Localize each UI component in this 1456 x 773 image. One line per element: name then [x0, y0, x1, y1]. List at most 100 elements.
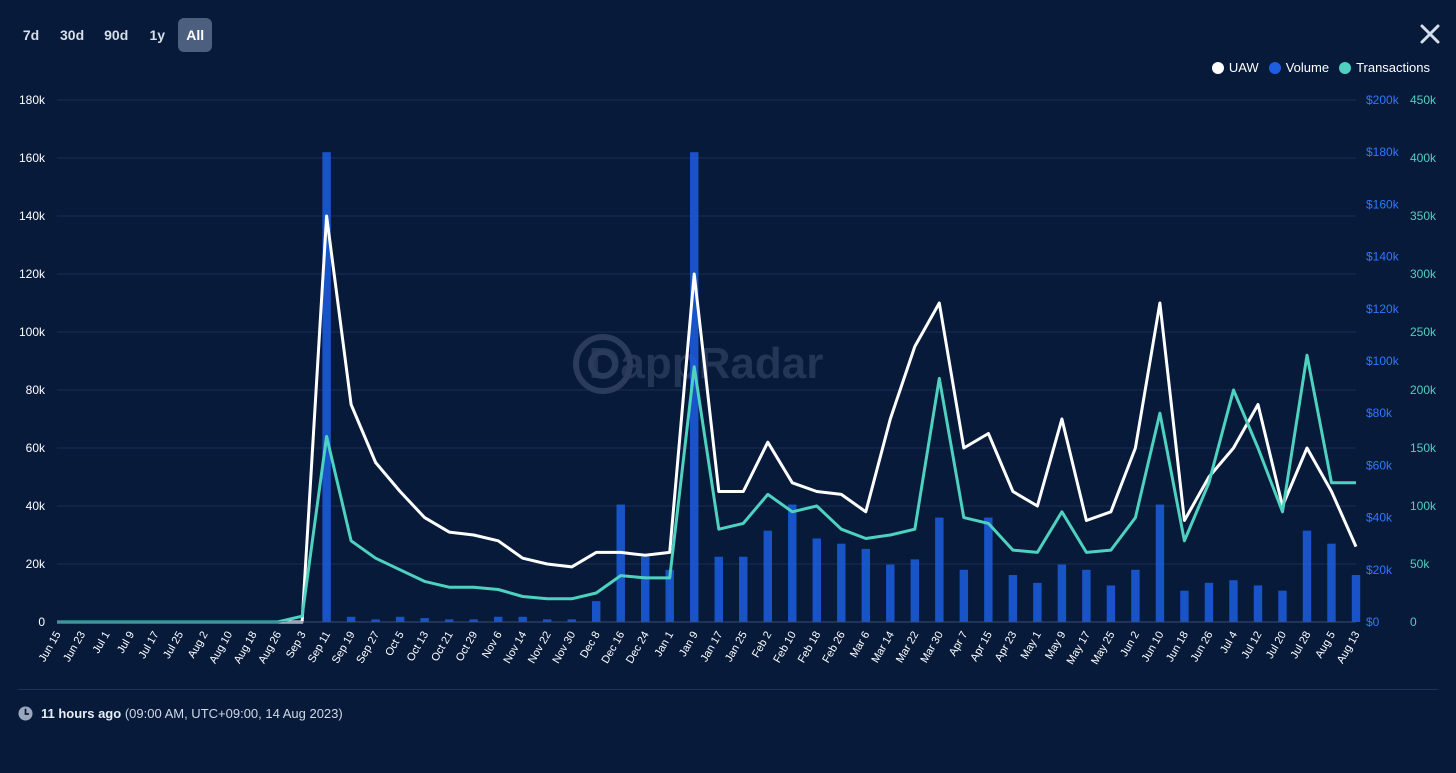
range-tab-7d[interactable]: 7d — [22, 27, 40, 43]
y-left-tick: 160k — [19, 151, 46, 165]
volume-bar — [788, 504, 797, 622]
x-tick-label: Feb 2 — [750, 630, 774, 660]
x-tick-label: Aug 26 — [256, 630, 284, 666]
volume-bar — [420, 618, 429, 622]
volume-bar — [690, 152, 699, 622]
x-tick-label: Feb 18 — [796, 630, 824, 666]
legend-item-transactions[interactable]: Transactions — [1339, 60, 1430, 75]
x-tick-label: Dec 24 — [624, 630, 652, 666]
y-right-volume-tick: $100k — [1366, 354, 1400, 368]
x-tick-label: Jun 15 — [37, 630, 64, 665]
volume-bar — [591, 601, 601, 622]
x-tick-label: Jun 23 — [61, 630, 88, 665]
y-right-volume-tick: $160k — [1366, 197, 1400, 211]
x-tick-label: Mar 14 — [869, 630, 897, 666]
volume-bar — [1204, 582, 1214, 622]
volume-bar — [959, 569, 969, 622]
y-left-tick: 40k — [26, 499, 46, 513]
y-left-tick: 20k — [26, 557, 46, 571]
volume-bar — [641, 556, 650, 622]
legend-label-transactions: Transactions — [1356, 60, 1430, 75]
volume-bar — [1180, 590, 1189, 622]
y-left-tick: 140k — [19, 209, 46, 223]
volume-bar — [1351, 575, 1361, 622]
volume-bar — [371, 619, 380, 622]
volume-bar — [935, 517, 944, 622]
volume-bar — [1327, 543, 1336, 622]
range-tab-all[interactable]: All — [178, 18, 213, 52]
x-tick-label: Mar 30 — [918, 630, 946, 666]
y-right-transactions-tick: 300k — [1410, 267, 1437, 281]
y-right-transactions-tick: 250k — [1410, 325, 1437, 339]
volume-bar — [837, 543, 846, 622]
volume-bar — [1082, 569, 1091, 622]
x-tick-label: Jul 28 — [1289, 630, 1314, 661]
range-tabs: 7d 30d 90d 1y All — [14, 18, 213, 52]
volume-bar — [444, 619, 454, 622]
x-tick-label: Jan 1 — [652, 630, 676, 659]
legend-item-uaw[interactable]: UAW — [1211, 60, 1259, 75]
y-right-volume-tick: $80k — [1366, 406, 1393, 420]
volume-bar — [886, 564, 895, 622]
range-tab-90d[interactable]: 90d — [104, 27, 129, 43]
range-tab-1y[interactable]: 1y — [149, 27, 166, 43]
y-right-volume-tick: $200k — [1366, 93, 1400, 107]
volume-bar — [714, 556, 723, 622]
y-left-tick: 100k — [19, 325, 46, 339]
y-right-transactions-tick: 350k — [1410, 209, 1437, 223]
x-tick-label: May 1 — [1019, 630, 1044, 662]
volume-bar — [1106, 585, 1116, 622]
volume-bar — [469, 619, 478, 622]
volume-bar — [665, 569, 674, 622]
volume-bar — [395, 616, 405, 622]
y-right-transactions-tick: 50k — [1410, 557, 1430, 571]
chart-legend: UAW Volume Transactions — [1211, 60, 1430, 75]
volume-bar — [567, 619, 576, 622]
y-right-volume-tick: $40k — [1366, 511, 1393, 525]
y-right-transactions-tick: 150k — [1410, 441, 1437, 455]
x-tick-label: Apr 23 — [993, 630, 1020, 664]
x-tick-label: Oct 13 — [405, 630, 432, 664]
y-right-volume-tick: $140k — [1366, 250, 1400, 264]
footer-divider — [18, 689, 1438, 690]
x-tick-label: Feb 26 — [820, 630, 848, 666]
volume-bar — [616, 504, 625, 622]
y-right-transactions-tick: 100k — [1410, 499, 1437, 513]
y-left-tick: 60k — [26, 441, 46, 455]
x-tick-label: Jul 4 — [1218, 630, 1240, 656]
x-tick-label: Aug 13 — [1335, 630, 1363, 666]
last-updated-absolute: (09:00 AM, UTC+09:00, 14 Aug 2023) — [124, 706, 343, 721]
x-tick-label: Oct 29 — [454, 630, 481, 664]
y-right-volume-tick: $0 — [1366, 615, 1380, 629]
y-left-tick: 0 — [38, 615, 45, 629]
y-right-volume-tick: $120k — [1366, 302, 1400, 316]
volume-bar — [322, 152, 331, 622]
x-tick-label: Aug 2 — [186, 630, 211, 661]
volume-bar — [984, 517, 993, 622]
volume-bar — [542, 619, 552, 622]
x-tick-label: Jun 26 — [1189, 630, 1216, 665]
x-tick-label: Nov 6 — [480, 630, 505, 661]
y-right-volume-tick: $20k — [1366, 563, 1393, 577]
volume-bar — [1302, 530, 1312, 622]
legend-dot-volume — [1268, 61, 1281, 74]
x-tick-label: Oct 21 — [429, 630, 456, 664]
legend-item-volume[interactable]: Volume — [1268, 60, 1329, 75]
watermark-logo — [573, 334, 633, 394]
x-tick-label: Mar 22 — [894, 630, 922, 666]
volume-bar — [1057, 564, 1067, 622]
volume-bar — [1278, 590, 1287, 622]
x-tick-label: Jun 18 — [1164, 630, 1191, 665]
y-left-tick: 180k — [19, 93, 46, 107]
volume-bar — [346, 616, 356, 622]
volume-bar — [812, 538, 822, 622]
x-tick-label: Dec 8 — [578, 630, 603, 661]
volume-bar — [910, 559, 920, 622]
x-tick-label: Jul 1 — [91, 630, 113, 656]
volume-bar — [1229, 580, 1238, 622]
close-icon[interactable] — [1418, 22, 1442, 46]
chart-canvas: 0 20k 40k 60k 80k 100k 120k 140k 160k 180k $0 $20k $… — [19, 93, 1437, 667]
range-tab-30d[interactable]: 30d — [60, 27, 85, 43]
x-tick-label: May 9 — [1043, 630, 1068, 662]
clock-icon — [18, 706, 33, 721]
